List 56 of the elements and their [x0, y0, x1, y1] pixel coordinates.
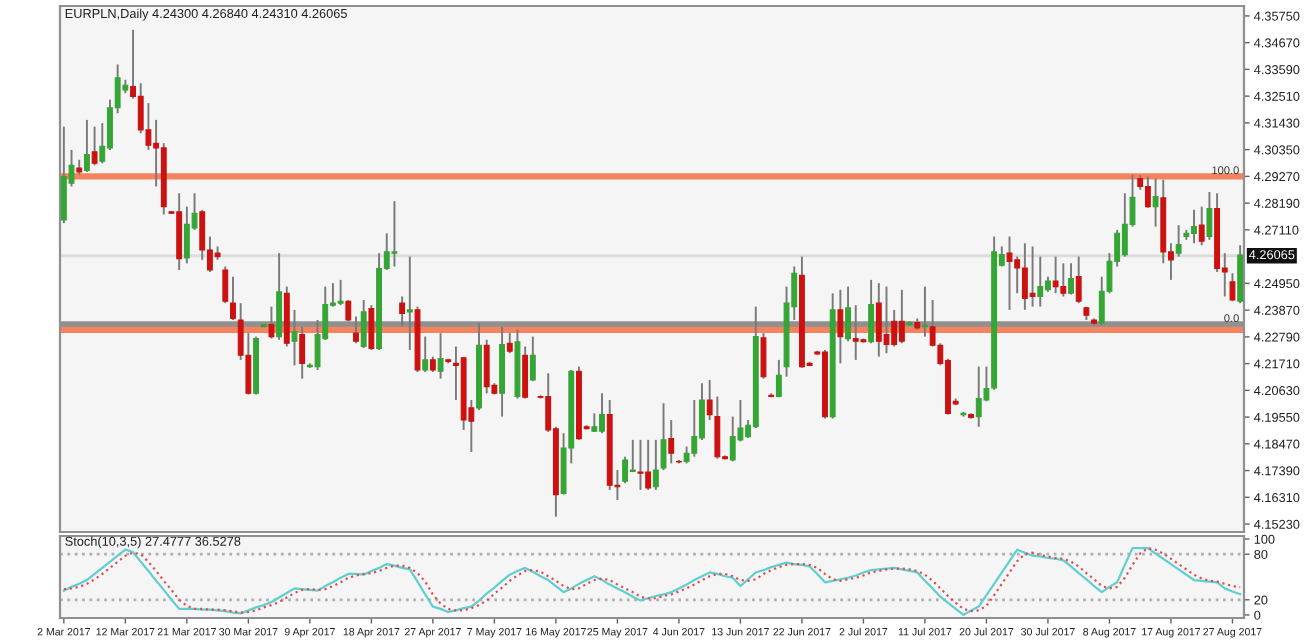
candlestick — [522, 345, 529, 400]
candlestick — [183, 205, 190, 265]
candlestick — [391, 200, 398, 268]
candlestick — [1052, 255, 1059, 295]
candlestick — [268, 305, 275, 340]
candlestick — [1144, 175, 1151, 209]
candlestick — [1191, 208, 1197, 245]
candlestick — [898, 288, 905, 345]
candlestick — [399, 295, 406, 328]
candlestick — [599, 392, 605, 435]
candlestick — [176, 192, 183, 271]
candlestick — [1006, 235, 1013, 311]
candlestick — [975, 365, 982, 428]
candlestick — [891, 308, 898, 348]
candlestick — [1014, 255, 1021, 295]
candlestick — [883, 285, 890, 355]
candlestick — [276, 252, 283, 341]
candlestick — [483, 338, 490, 395]
candlestick — [222, 265, 229, 305]
candlestick — [591, 412, 598, 433]
candlestick — [1121, 192, 1128, 258]
candlestick — [1068, 262, 1074, 296]
candlestick — [506, 332, 513, 355]
candlestick — [422, 335, 429, 373]
candlestick — [83, 118, 90, 173]
candlestick — [360, 298, 367, 349]
candlestick — [353, 315, 359, 345]
candlestick — [1060, 262, 1067, 298]
candlestick — [652, 438, 659, 491]
candlestick — [852, 304, 859, 361]
candlestick — [299, 325, 306, 380]
candlestick — [637, 438, 644, 491]
candlestick — [406, 255, 413, 351]
candlestick — [437, 332, 444, 380]
candlestick — [368, 304, 375, 351]
candlestick — [875, 282, 882, 358]
candlestick — [1021, 242, 1028, 311]
candlestick — [622, 455, 629, 485]
candlestick — [60, 125, 67, 225]
candlestick — [775, 358, 782, 399]
candlestick — [645, 438, 652, 491]
candlestick — [91, 125, 98, 167]
candlestick — [868, 278, 875, 345]
candlestick — [1206, 191, 1213, 241]
candlestick — [230, 275, 236, 321]
candlestick — [729, 415, 736, 463]
candlestick — [845, 285, 851, 343]
candlestick — [1029, 245, 1036, 308]
candlestick — [1175, 224, 1182, 258]
candlestick — [1237, 244, 1244, 305]
candlestick — [337, 278, 344, 307]
candlestick — [837, 288, 844, 365]
candlestick — [1075, 255, 1082, 305]
candlestick — [691, 399, 698, 458]
candlestick — [529, 335, 536, 383]
candlestick — [760, 332, 767, 380]
